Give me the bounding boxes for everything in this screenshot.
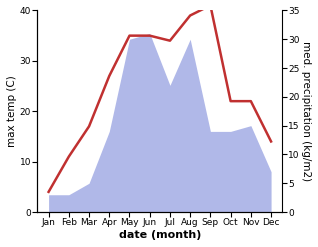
Y-axis label: max temp (C): max temp (C)	[7, 75, 17, 147]
X-axis label: date (month): date (month)	[119, 230, 201, 240]
Y-axis label: med. precipitation (kg/m2): med. precipitation (kg/m2)	[301, 41, 311, 181]
